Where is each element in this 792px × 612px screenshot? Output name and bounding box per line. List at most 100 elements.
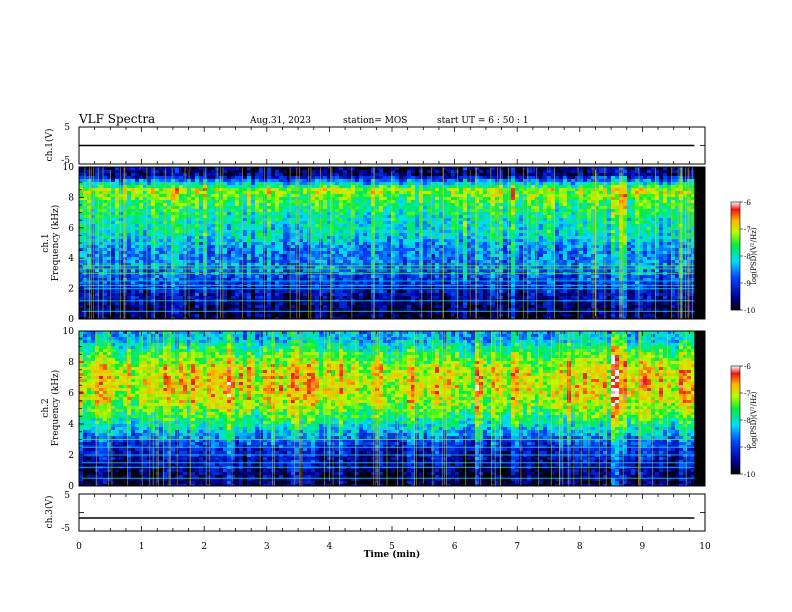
- spectrogram-cell: [515, 185, 519, 188]
- spectrogram-cell: [339, 254, 343, 257]
- spectrogram-cell: [335, 230, 339, 233]
- spectrogram-cell: [455, 245, 459, 248]
- spectrogram-cell: [347, 236, 351, 239]
- spectrogram-cell: [111, 179, 115, 182]
- spectrogram-cell: [563, 176, 567, 179]
- spectrogram-cell: [623, 206, 627, 209]
- spectrogram-cell: [571, 221, 575, 224]
- spectrogram-cell: [615, 170, 619, 173]
- spectrogram-cell: [639, 212, 643, 215]
- spectrogram-cell: [511, 227, 515, 230]
- spectrogram-cell: [163, 170, 167, 173]
- spectrogram-cell: [547, 221, 551, 224]
- spectrogram-cell: [139, 176, 143, 179]
- spectrogram-cell: [451, 257, 455, 260]
- spectrogram-cell: [439, 233, 443, 236]
- spectrogram-cell: [543, 185, 547, 188]
- spectrogram-cell: [383, 254, 387, 257]
- spectrogram-cell: [515, 254, 519, 257]
- spectrogram-cell: [411, 248, 415, 251]
- spectrogram-cell: [419, 209, 423, 212]
- spectrogram-cell: [367, 254, 371, 257]
- spectrogram-cell: [435, 191, 439, 194]
- spectrogram-cell: [219, 242, 223, 245]
- spectrogram-cell: [439, 212, 443, 215]
- spectrogram-cell: [599, 173, 603, 176]
- spectrogram-cell: [159, 239, 163, 242]
- spectrogram-cell: [191, 257, 195, 260]
- spectrogram-cell: [167, 245, 171, 248]
- spectrogram-cell: [163, 173, 167, 176]
- spectrogram-cell: [131, 254, 135, 257]
- spectrogram-cell: [279, 239, 283, 242]
- spectrogram-cell: [403, 200, 407, 203]
- spectrogram-cell: [303, 248, 307, 251]
- spectrogram-cell: [635, 200, 639, 203]
- spectrogram-cell: [483, 221, 487, 224]
- spectrogram-cell: [623, 227, 627, 230]
- spectrogram-cell: [347, 254, 351, 257]
- spectrogram-cell: [347, 209, 351, 212]
- spectrogram-cell: [243, 170, 247, 173]
- spectrogram-cell: [307, 206, 311, 209]
- spectrogram-cell: [443, 170, 447, 173]
- spectrogram-cell: [107, 257, 111, 260]
- spectrogram-cell: [439, 182, 443, 185]
- spectrogram-cell: [671, 185, 675, 188]
- spectrogram-cell: [87, 221, 91, 224]
- spectrogram-cell: [415, 221, 419, 224]
- spectrogram-cell: [379, 197, 383, 200]
- spectrogram-cell: [143, 212, 147, 215]
- spectrogram-cell: [435, 167, 439, 170]
- spectrogram-cell: [639, 245, 643, 248]
- spectrogram-cell: [355, 233, 359, 236]
- spectrogram-cell: [383, 206, 387, 209]
- spectrogram-cell: [379, 224, 383, 227]
- spectrogram-cell: [387, 173, 391, 176]
- spectrogram-cell: [119, 173, 123, 176]
- spectrogram-cell: [515, 251, 519, 254]
- spectrogram-cell: [119, 239, 123, 242]
- spectrogram-cell: [451, 218, 455, 221]
- spectrogram-cell: [447, 242, 451, 245]
- spectrogram-cell: [315, 233, 319, 236]
- spectrogram-cell: [435, 179, 439, 182]
- spectrogram-cell: [343, 179, 347, 182]
- spectrogram-cell: [91, 236, 95, 239]
- spectrogram-cell: [107, 236, 111, 239]
- spectrogram-cell: [259, 251, 263, 254]
- spectrogram-cell: [155, 254, 159, 257]
- spectrogram-cell: [575, 170, 579, 173]
- spectrogram-cell: [151, 218, 155, 221]
- spectrogram-cell: [543, 182, 547, 185]
- spectrogram-cell: [403, 233, 407, 236]
- spectrogram-cell: [207, 179, 211, 182]
- spectrogram-cell: [363, 254, 367, 257]
- spectrogram-cell: [315, 179, 319, 182]
- spectrogram-cell: [651, 194, 655, 197]
- spectrogram-cell: [579, 191, 583, 194]
- spectrogram-cell: [567, 197, 571, 200]
- spectrogram-cell: [231, 206, 235, 209]
- spectrogram-cell: [639, 167, 643, 170]
- spectrogram-cell: [419, 230, 423, 233]
- spectrogram-cell: [343, 206, 347, 209]
- spectrogram-cell: [467, 170, 471, 173]
- spectrogram-cell: [287, 212, 291, 215]
- spectrogram-cell: [271, 218, 275, 221]
- spectrogram-cell: [159, 245, 163, 248]
- spectrogram-cell: [339, 239, 343, 242]
- spectrogram-cell: [243, 260, 247, 263]
- spectrogram-cell: [435, 209, 439, 212]
- spectrogram-cell: [543, 173, 547, 176]
- spectrogram-cell: [243, 194, 247, 197]
- spectrogram-cell: [91, 209, 95, 212]
- spectrogram-cell: [503, 218, 507, 221]
- spectrogram-cell: [99, 167, 103, 170]
- spectrogram-cell: [171, 251, 175, 254]
- spectrogram-cell: [115, 185, 119, 188]
- spectrogram-cell: [323, 179, 327, 182]
- spectrogram-cell: [239, 191, 243, 194]
- spectrogram-cell: [267, 173, 271, 176]
- spectrogram-cell: [675, 206, 679, 209]
